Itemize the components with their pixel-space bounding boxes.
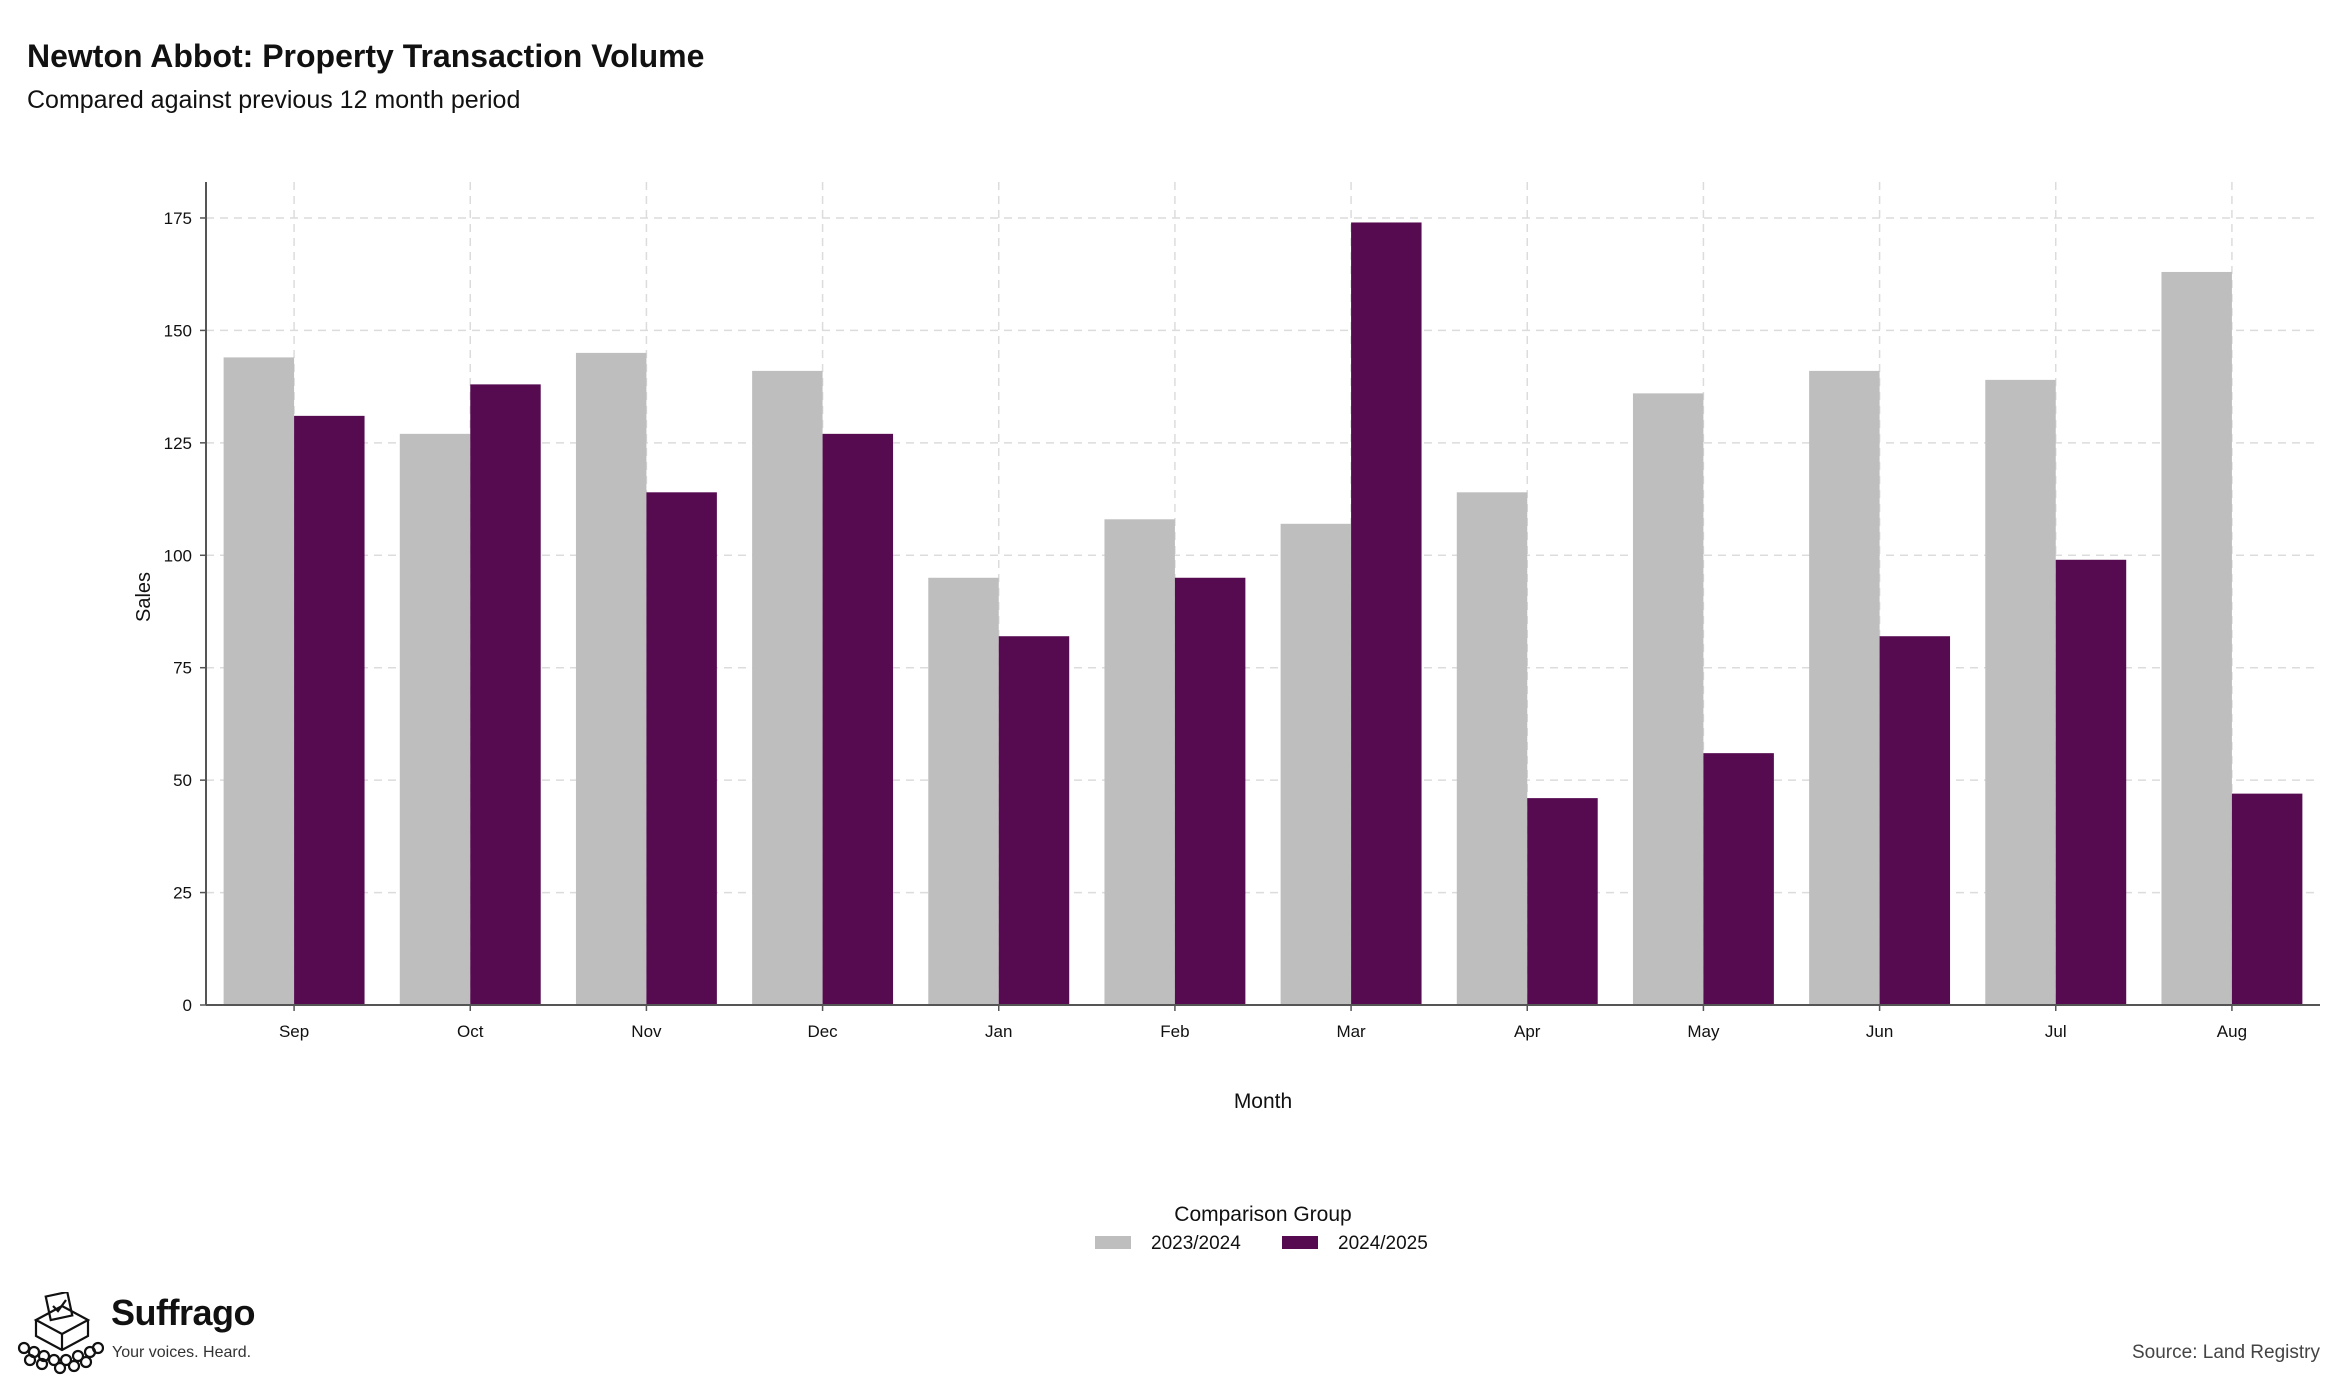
bar-apr-2024-2025 — [1527, 798, 1598, 1005]
bar-may-2023-2024 — [1632, 393, 1704, 1005]
x-tick-label: Jul — [2045, 1022, 2067, 1041]
y-tick-label: 125 — [164, 434, 192, 453]
bar-sep-2023-2024 — [223, 357, 295, 1005]
y-tick-label: 175 — [164, 209, 192, 228]
bar-jul-2024-2025 — [2055, 559, 2127, 1005]
bar-oct-2023-2024 — [399, 433, 471, 1005]
y-tick-label: 50 — [173, 771, 192, 790]
source-note: Source: Land Registry — [2132, 1342, 2320, 1363]
y-axis-label: Sales — [133, 572, 155, 622]
chart-axes: 0 25 50 75 100 125 150 175 Sep Oct Nov Dec Jan Feb Mar… — [164, 182, 2320, 1041]
chart-bars — [223, 222, 2303, 1006]
bar-sep-2024-2025 — [294, 415, 365, 1005]
bar-mar-2024-2025 — [1351, 222, 1422, 1005]
x-tick-label: Feb — [1160, 1022, 1189, 1041]
bar-jan-2023-2024 — [928, 577, 999, 1005]
x-axis-label: Month — [1234, 1090, 1292, 1113]
bar-chart: 0 25 50 75 100 125 150 175 Sep Oct Nov Dec Jan Feb Mar… — [133, 182, 2320, 1254]
legend-label: 2023/2024 — [1151, 1233, 1241, 1254]
chart-title: Newton Abbot: Property Transaction Volum… — [27, 38, 705, 74]
bar-aug-2024-2025 — [2231, 793, 2303, 1005]
bar-dec-2024-2025 — [822, 433, 894, 1005]
brand-tagline: Your voices. Heard. — [112, 1344, 252, 1361]
bar-dec-2023-2024 — [752, 370, 823, 1005]
x-tick-label: Jun — [1866, 1022, 1893, 1041]
x-tick-label: Dec — [807, 1022, 838, 1041]
x-tick-label: Mar — [1336, 1022, 1366, 1041]
bar-jun-2023-2024 — [1809, 370, 1880, 1005]
bar-jan-2024-2025 — [998, 636, 1070, 1005]
x-tick-label: Sep — [279, 1022, 309, 1041]
bar-jun-2024-2025 — [1879, 636, 1951, 1005]
bar-mar-2023-2024 — [1280, 523, 1352, 1005]
x-tick-label: Nov — [631, 1022, 662, 1041]
y-tick-label: 0 — [183, 996, 192, 1015]
legend: 2023/2024 2024/2025 — [1095, 1233, 1428, 1254]
bar-aug-2023-2024 — [2161, 271, 2232, 1006]
x-tick-label: Oct — [457, 1022, 484, 1041]
ballot-box-icon — [17, 1292, 104, 1375]
legend-label: 2024/2025 — [1338, 1233, 1428, 1254]
legend-title: Comparison Group — [1174, 1203, 1351, 1226]
legend-swatch — [1095, 1236, 1131, 1249]
x-tick-label: Jan — [985, 1022, 1012, 1041]
x-tick-label: Apr — [1514, 1022, 1541, 1041]
x-tick-label: Aug — [2217, 1022, 2247, 1041]
legend-swatch — [1282, 1236, 1318, 1249]
bar-nov-2023-2024 — [575, 352, 647, 1005]
y-tick-label: 25 — [173, 884, 192, 903]
bar-may-2024-2025 — [1703, 753, 1774, 1005]
bar-oct-2024-2025 — [470, 384, 541, 1005]
y-tick-label: 150 — [164, 321, 192, 340]
chart-subtitle: Compared against previous 12 month perio… — [27, 86, 521, 114]
bar-feb-2024-2025 — [1174, 577, 1246, 1005]
bar-nov-2024-2025 — [646, 492, 717, 1005]
y-tick-label: 75 — [173, 659, 192, 678]
bar-apr-2023-2024 — [1456, 492, 1528, 1005]
bar-feb-2023-2024 — [1104, 519, 1175, 1005]
y-tick-label: 100 — [164, 546, 192, 565]
x-tick-label: May — [1687, 1022, 1720, 1041]
bar-jul-2023-2024 — [1985, 379, 2056, 1006]
brand-logo: Suffrago Your voices. Heard. — [14, 1292, 274, 1382]
brand-name: Suffrago — [111, 1292, 256, 1333]
